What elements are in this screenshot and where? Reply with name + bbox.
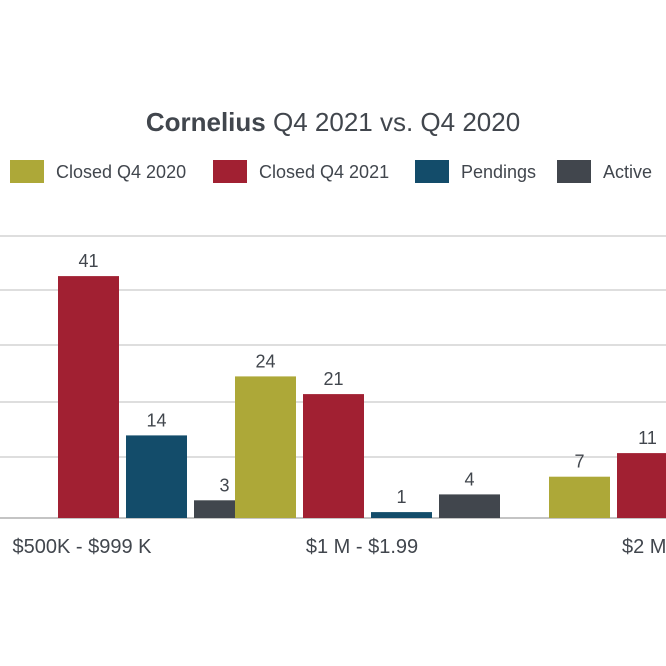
x-tick-label-1-m-1-99: $1 M - $1.99 [306, 536, 418, 558]
x-tick-label-500k-999-k: $500K - $999 K [13, 536, 153, 558]
bar-closed-q4-2021-2-m [617, 453, 666, 518]
bars [58, 276, 666, 518]
legend-swatch-closed-q4-2021 [213, 160, 247, 183]
bar-pendings-1-m-1-99 [371, 512, 432, 518]
data-label-active-500k-999-k: 3 [219, 475, 229, 495]
x-tick-label-2-m: $2 M [622, 536, 666, 558]
legend-label-closed-q4-2020: Closed Q4 2020 [56, 162, 186, 182]
x-axis: $500K - $999 K $1 M - $1.99 $2 M [13, 536, 666, 558]
chart-title-bold: Cornelius [146, 107, 266, 137]
bar-closed-q4-2021-500k-999-k [58, 276, 119, 518]
legend-label-closed-q4-2021: Closed Q4 2021 [259, 162, 389, 182]
legend-swatch-closed-q4-2020 [10, 160, 44, 183]
data-label-active-1-m-1-99: 4 [464, 469, 474, 489]
bar-pendings-500k-999-k [126, 435, 187, 518]
bar-closed-q4-2020-2-m [549, 476, 610, 518]
data-label-closed-q4-2021-2-m: 11 [638, 428, 657, 448]
bar-closed-q4-2021-1-m-1-99 [303, 394, 364, 518]
data-label-closed-q4-2020-2-m: 7 [574, 452, 584, 472]
data-label-closed-q4-2021-1-m-1-99: 21 [323, 369, 343, 389]
bar-closed-q4-2020-1-m-1-99 [235, 376, 296, 518]
bar-active-1-m-1-99 [439, 494, 500, 518]
legend: Closed Q4 2020 Closed Q4 2021 Pendings Acti… [10, 160, 652, 183]
legend-swatch-active [557, 160, 591, 183]
data-label-closed-q4-2021-500k-999-k: 41 [78, 251, 98, 271]
data-label-closed-q4-2020-1-m-1-99: 24 [255, 351, 275, 371]
legend-label-active: Active [603, 162, 652, 182]
legend-label-pendings: Pendings [461, 162, 536, 182]
chart-title-rest: Q4 2021 vs. Q4 2020 [266, 107, 520, 137]
legend-swatch-pendings [415, 160, 449, 183]
chart-title: Cornelius Q4 2021 vs. Q4 2020 [146, 107, 520, 137]
data-label-pendings-1-m-1-99: 1 [396, 487, 406, 507]
data-label-pendings-500k-999-k: 14 [146, 410, 166, 430]
